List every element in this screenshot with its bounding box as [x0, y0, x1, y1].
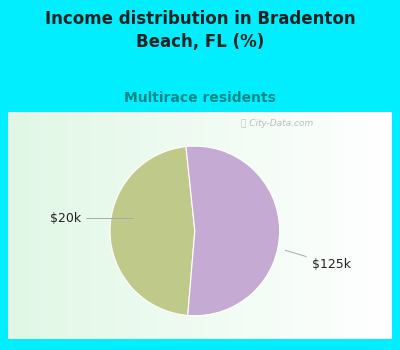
Text: Multirace residents: Multirace residents — [124, 91, 276, 105]
Wedge shape — [110, 147, 195, 315]
Wedge shape — [186, 146, 280, 316]
Text: Income distribution in Bradenton
Beach, FL (%): Income distribution in Bradenton Beach, … — [45, 10, 355, 51]
Text: $20k: $20k — [50, 212, 133, 225]
Text: $125k: $125k — [285, 250, 351, 271]
Text: ⓘ City-Data.com: ⓘ City-Data.com — [242, 119, 314, 128]
